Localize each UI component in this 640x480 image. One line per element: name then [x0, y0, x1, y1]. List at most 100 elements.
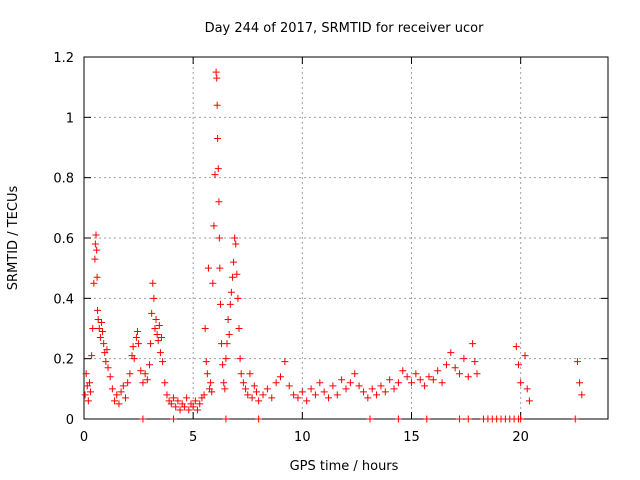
data-point	[236, 355, 244, 363]
data-point	[277, 373, 284, 381]
grid	[84, 57, 608, 419]
data-point	[434, 367, 442, 375]
data-point	[93, 273, 101, 281]
data-point	[223, 340, 231, 348]
data-point	[416, 376, 424, 384]
data-point	[250, 382, 258, 390]
data-point	[121, 394, 129, 402]
data-point	[471, 358, 479, 366]
data-point	[408, 379, 415, 387]
data-point	[311, 391, 319, 399]
data-point	[514, 361, 522, 369]
data-point	[146, 361, 153, 369]
data-point	[442, 361, 450, 369]
data-point	[576, 379, 584, 387]
data-point	[329, 382, 337, 390]
data-point	[91, 240, 99, 248]
data-point	[342, 385, 350, 393]
y-tick-label: 0.4	[53, 292, 74, 307]
data-point	[119, 382, 127, 390]
y-tick-label: 1	[66, 111, 74, 126]
data-point	[211, 171, 219, 179]
data-point	[425, 373, 433, 381]
data-point	[90, 279, 98, 287]
data-point	[158, 334, 166, 342]
data-point	[153, 331, 161, 339]
data-point	[263, 385, 271, 393]
data-point	[137, 367, 145, 375]
data-point	[154, 337, 162, 345]
data-point	[170, 394, 178, 402]
data-point	[525, 397, 533, 405]
data-point	[85, 379, 93, 387]
data-point	[307, 385, 315, 393]
data-point	[129, 343, 137, 351]
data-point	[255, 397, 263, 405]
data-point	[152, 315, 160, 323]
data-point	[464, 415, 472, 423]
data-point	[100, 340, 108, 348]
data-point	[93, 246, 101, 254]
data-point	[512, 343, 520, 351]
data-point	[214, 134, 222, 142]
data-point	[359, 388, 367, 396]
data-point	[133, 328, 141, 336]
data-point	[196, 400, 204, 408]
data-point	[447, 349, 455, 357]
data-point	[213, 101, 221, 109]
data-point	[573, 358, 581, 366]
data-point	[272, 379, 280, 387]
y-tick-label: 0	[66, 413, 74, 428]
data-point	[320, 388, 328, 396]
data-point	[224, 315, 232, 323]
data-point	[174, 397, 182, 405]
data-point	[421, 382, 429, 390]
data-point	[81, 391, 89, 399]
data-point	[89, 325, 97, 332]
data-point	[106, 373, 114, 381]
data-point	[221, 385, 229, 393]
data-point	[366, 415, 374, 423]
data-point	[325, 394, 333, 402]
data-point	[268, 394, 276, 402]
data-point	[228, 273, 236, 281]
data-point	[161, 379, 169, 387]
data-point	[200, 391, 208, 399]
data-point	[99, 328, 107, 336]
data-point	[132, 334, 140, 342]
data-point	[281, 358, 289, 366]
data-point	[150, 294, 158, 302]
data-point	[204, 264, 212, 272]
data-point	[451, 364, 459, 372]
x-tick-label: 20	[512, 430, 529, 445]
data-point	[316, 379, 324, 387]
data-point	[156, 349, 164, 357]
x-tick-label: 5	[189, 430, 197, 445]
data-point	[149, 279, 157, 287]
data-point	[163, 391, 171, 399]
data-point	[104, 364, 112, 372]
data-point	[97, 318, 105, 326]
data-point	[403, 373, 411, 381]
data-point	[214, 165, 222, 173]
data-point	[219, 361, 227, 369]
data-point	[207, 379, 215, 387]
data-point	[210, 222, 218, 230]
data-point	[180, 403, 188, 411]
data-point	[191, 397, 199, 405]
data-point	[183, 394, 191, 402]
data-point	[578, 391, 586, 399]
data-point	[124, 379, 132, 387]
data-point	[203, 370, 211, 378]
data-point	[111, 397, 119, 405]
data-point	[159, 358, 167, 366]
data-point	[373, 391, 381, 399]
data-point	[227, 288, 235, 296]
data-point	[294, 394, 302, 402]
data-point	[172, 403, 180, 411]
data-point	[96, 334, 104, 342]
data-point	[368, 385, 376, 393]
data-point	[460, 355, 468, 363]
